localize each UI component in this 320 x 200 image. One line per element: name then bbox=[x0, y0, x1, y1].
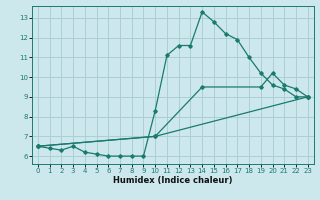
X-axis label: Humidex (Indice chaleur): Humidex (Indice chaleur) bbox=[113, 176, 233, 185]
